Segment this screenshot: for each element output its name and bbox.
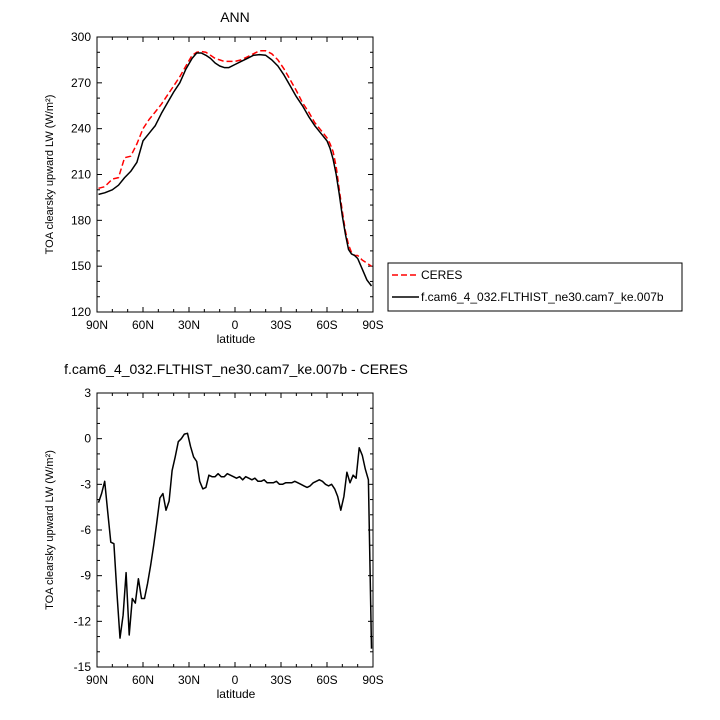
y-tick-label: 210 (71, 168, 91, 182)
y-tick-label: -15 (74, 660, 92, 674)
chart-title: ANN (220, 9, 250, 25)
y-axis-label: TOA clearsky upward LW (W/m²) (44, 450, 56, 610)
chart-1: ANN 120 150 180 210 240 270 300 90N 60N 30N 0 30S 60S… (44, 9, 683, 346)
x-tick-label: 30S (270, 673, 291, 687)
series-line-difference (97, 432, 373, 649)
x-tick-label: 30N (178, 318, 200, 332)
chart-2: f.cam6_4_032.FLTHIST_ne30.cam7_ke.007b -… (44, 361, 408, 701)
x-axis-label: latitude (217, 687, 256, 701)
x-axis-label: latitude (217, 332, 256, 346)
chart-title: f.cam6_4_032.FLTHIST_ne30.cam7_ke.007b -… (64, 361, 408, 377)
plot-frame (96, 36, 374, 313)
x-tick-label: 90S (362, 673, 383, 687)
x-tick-label: 60N (132, 673, 154, 687)
x-tick-label: 0 (232, 673, 239, 687)
legend-label: f.cam6_4_032.FLTHIST_ne30.cam7_ke.007b (421, 290, 664, 304)
x-tick-label: 60S (316, 318, 337, 332)
y-tick-label: -12 (74, 614, 92, 628)
legend: CERES f.cam6_4_032.FLTHIST_ne30.cam7_ke.0… (387, 262, 683, 312)
x-tick-label: 90S (362, 318, 383, 332)
y-tick-label: 150 (71, 259, 91, 273)
y-tick-label: 270 (71, 76, 91, 90)
y-tick-label: -6 (80, 523, 91, 537)
y-tick-label: 180 (71, 213, 91, 227)
x-tick-label: 60N (132, 318, 154, 332)
legend-label: CERES (421, 268, 462, 282)
y-tick-label: 300 (71, 30, 91, 44)
y-axis-label: TOA clearsky upward LW (W/m²) (44, 95, 56, 255)
y-tick-label: -9 (80, 569, 91, 583)
x-tick-label: 90N (86, 318, 108, 332)
x-tick-label: 30S (270, 318, 291, 332)
series-line-f-cam6-4-032-flthist-ne30-cam7-ke-007b (98, 52, 373, 287)
series-line-ceres (98, 50, 372, 267)
y-tick-label: 120 (71, 305, 91, 319)
y-tick-label: 3 (84, 386, 91, 400)
plot-frame (96, 392, 374, 668)
y-tick-label: -3 (80, 477, 91, 491)
x-tick-label: 60S (316, 673, 337, 687)
y-tick-label: 240 (71, 122, 91, 136)
x-tick-label: 90N (86, 673, 108, 687)
x-tick-label: 30N (178, 673, 200, 687)
x-tick-label: 0 (232, 318, 239, 332)
legend-box (387, 262, 683, 312)
y-tick-label: 0 (84, 432, 91, 446)
